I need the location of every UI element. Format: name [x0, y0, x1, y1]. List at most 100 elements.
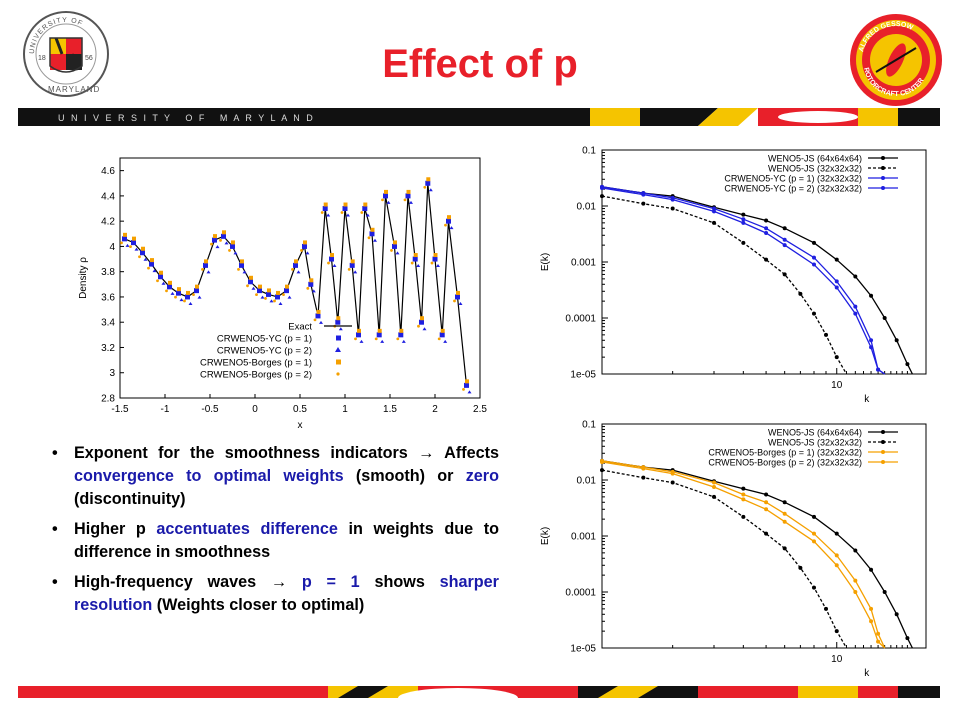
- x-tick-label: -1: [161, 404, 170, 415]
- point-borges-p2: [210, 242, 213, 246]
- point-borges-p2: [347, 267, 351, 271]
- point-borges-p1: [456, 290, 460, 295]
- legend-label: CRWENO5-Borges (p = 2) (32x32x32): [708, 458, 862, 468]
- x-axis-label: x: [298, 420, 303, 431]
- series-point: [834, 285, 839, 290]
- point-yc-p1: [329, 256, 334, 262]
- series-point: [782, 226, 787, 231]
- point-borges-p1: [420, 316, 424, 321]
- point-yc-p1: [405, 193, 411, 199]
- series-point: [741, 220, 746, 225]
- series-point: [741, 492, 746, 497]
- legend-marker: [881, 460, 885, 464]
- point-yc-p2: [188, 301, 193, 305]
- point-yc-p2: [386, 200, 391, 204]
- series-point: [869, 338, 874, 343]
- series-point: [764, 230, 769, 235]
- series-point: [764, 226, 769, 231]
- point-yc-p1: [315, 313, 321, 319]
- point-yc-p2: [170, 291, 175, 295]
- x-tick-label: -1.5: [111, 404, 129, 415]
- series-point: [894, 338, 899, 343]
- series-point: [712, 209, 717, 214]
- point-borges-p2: [138, 255, 141, 259]
- y-axis-label: Density ρ: [78, 257, 89, 299]
- point-borges-p1: [323, 202, 328, 207]
- series-point: [764, 500, 769, 505]
- point-yc-p2: [161, 281, 166, 285]
- point-yc-p1: [419, 319, 424, 325]
- bullet-item: High-frequency waves → p = 1 shows sharp…: [52, 571, 499, 617]
- point-borges-p2: [313, 318, 317, 322]
- point-borges-p2: [282, 293, 285, 297]
- point-borges-p2: [120, 241, 123, 245]
- point-borges-p1: [316, 309, 321, 314]
- point-yc-p1: [376, 332, 382, 338]
- bullet-text: in weights due to difference in smoothne…: [74, 520, 499, 561]
- point-borges-p1: [258, 284, 262, 289]
- legend-label: CRWENO5-YC (p = 1) (32x32x32): [724, 174, 862, 184]
- point-borges-p1: [309, 278, 314, 283]
- point-yc-p1: [275, 294, 280, 300]
- series-point: [782, 546, 787, 551]
- point-yc-p1: [239, 262, 244, 268]
- point-yc-p1: [158, 274, 163, 280]
- series-point: [782, 511, 787, 516]
- series-point: [741, 212, 746, 217]
- point-borges-p2: [156, 279, 159, 283]
- point-borges-p2: [219, 238, 222, 242]
- point-borges-p1: [231, 240, 235, 245]
- point-borges-p2: [437, 337, 441, 341]
- point-yc-p2: [467, 390, 472, 394]
- point-yc-p1: [369, 231, 375, 237]
- point-borges-p2: [228, 249, 231, 252]
- point-borges-p1: [141, 246, 145, 251]
- x-tick-label: 10: [831, 380, 843, 391]
- x-tick-label: -0.5: [201, 404, 219, 415]
- x-tick-label: 10: [831, 654, 843, 665]
- point-borges-p2: [374, 337, 378, 341]
- series-point: [876, 639, 881, 644]
- point-yc-p2: [134, 247, 139, 251]
- series-point: [824, 606, 829, 611]
- point-borges-p1: [370, 227, 375, 232]
- point-yc-p2: [365, 213, 370, 217]
- series-point: [869, 345, 874, 350]
- series-point: [764, 507, 769, 512]
- series-point: [834, 553, 839, 558]
- point-yc-p1: [356, 332, 361, 338]
- series-point: [670, 197, 675, 202]
- point-yc-p2: [443, 339, 448, 343]
- x-tick-label: 0: [252, 404, 258, 415]
- point-yc-p2: [449, 226, 454, 230]
- series-point: [641, 475, 646, 480]
- series-point: [869, 606, 874, 611]
- series-point: [641, 466, 646, 471]
- series-point: [712, 484, 717, 489]
- series-point: [798, 291, 803, 296]
- point-yc-p2: [326, 213, 331, 217]
- point-borges-p1: [177, 287, 181, 292]
- series-point: [764, 531, 769, 536]
- point-yc-p1: [342, 206, 348, 212]
- bullet-list: Exponent for the smoothness indicators →…: [52, 442, 499, 624]
- point-yc-p2: [260, 295, 265, 299]
- point-yc-p2: [395, 251, 400, 255]
- point-borges-p2: [300, 249, 303, 252]
- bullet-text: Exponent for the smoothness indicators: [74, 444, 419, 462]
- series-point: [712, 206, 717, 211]
- point-yc-p2: [428, 188, 433, 192]
- point-borges-p1: [267, 288, 271, 293]
- series-point: [741, 497, 746, 502]
- series-point: [824, 332, 829, 337]
- series-point: [834, 629, 839, 634]
- point-borges-p2: [246, 284, 249, 288]
- series-point: [869, 619, 874, 624]
- legend-label: WENO5-JS (32x32x32): [768, 164, 862, 174]
- point-borges-p2: [444, 223, 447, 227]
- point-yc-p1: [302, 243, 307, 249]
- point-yc-p2: [409, 200, 413, 204]
- point-borges-p2: [255, 293, 258, 297]
- point-borges-p1: [150, 258, 154, 263]
- y-tick-label: 0.0001: [565, 314, 596, 325]
